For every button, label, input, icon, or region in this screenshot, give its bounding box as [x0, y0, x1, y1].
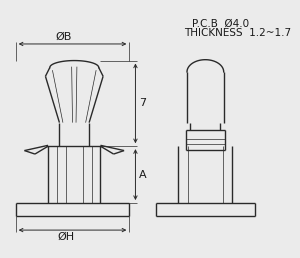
Text: ØH: ØH [57, 232, 74, 242]
Text: A: A [139, 170, 147, 180]
Text: 7: 7 [139, 98, 146, 108]
Text: P.C.B  Ø4.0: P.C.B Ø4.0 [192, 19, 249, 29]
Text: THICKNESS  1.2~1.7: THICKNESS 1.2~1.7 [184, 28, 292, 38]
Text: ØB: ØB [56, 31, 72, 41]
